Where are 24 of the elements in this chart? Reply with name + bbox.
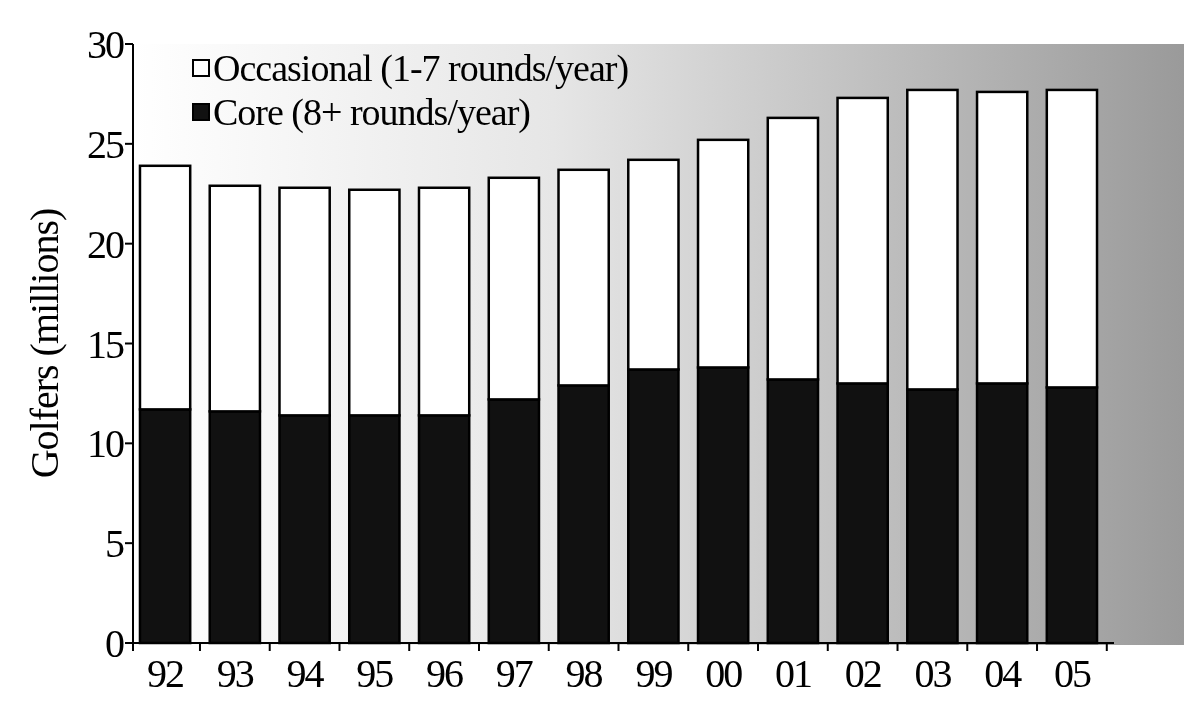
y-tick-label: 25 <box>87 121 124 167</box>
x-tick-label: 95 <box>356 651 394 696</box>
x-tick-label: 98 <box>565 651 603 696</box>
y-tick-label: 30 <box>87 22 124 67</box>
y-axis-title: Golfers (millions) <box>22 208 67 479</box>
x-tick-label: 01 <box>774 651 811 696</box>
x-tick-label: 96 <box>426 651 464 696</box>
y-tick-label: 20 <box>87 221 124 267</box>
y-tick-label: 0 <box>105 621 124 666</box>
y-tick-label: 10 <box>87 421 124 467</box>
x-tick-label: 93 <box>216 651 254 696</box>
x-tick-label: 99 <box>635 651 673 696</box>
y-tick-label: 5 <box>105 521 124 567</box>
x-tick-label: 97 <box>495 651 533 696</box>
x-tick-label: 02 <box>844 651 881 696</box>
y-tick-label: 15 <box>87 321 124 367</box>
legend-label: Occasional (1-7 rounds/year) <box>213 47 629 91</box>
x-tick-label: 94 <box>286 651 325 696</box>
x-tick-label: 05 <box>1053 651 1091 696</box>
legend-label: Core (8+ rounds/year) <box>213 91 530 135</box>
x-tick-label: 04 <box>984 651 1023 696</box>
x-tick-label: 00 <box>705 651 743 696</box>
x-tick-label: 92 <box>147 651 184 696</box>
x-tick-label: 03 <box>914 651 952 696</box>
